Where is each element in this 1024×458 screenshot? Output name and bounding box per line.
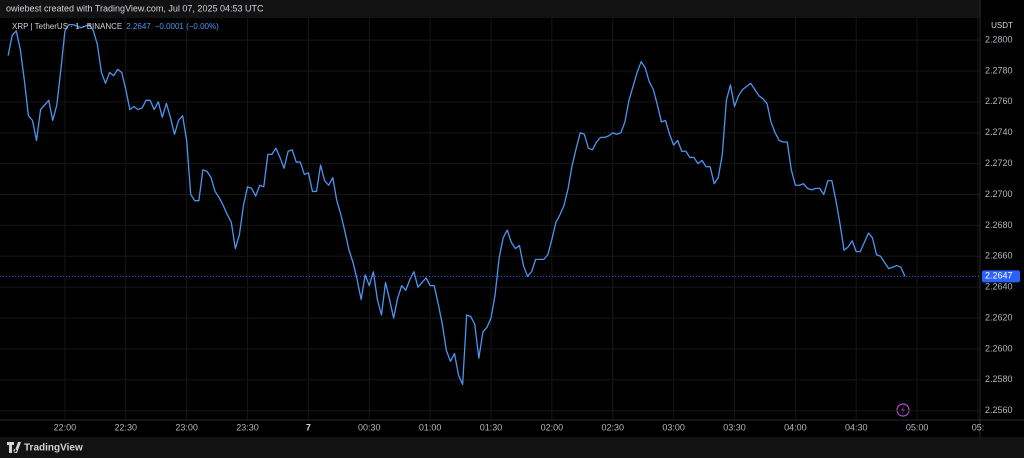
header-bar xyxy=(0,0,1024,18)
x-tick-label: 22:30 xyxy=(115,422,138,432)
brand: TradingView xyxy=(24,443,83,454)
x-tick-label: 23:00 xyxy=(175,422,198,432)
x-tick-label: 02:00 xyxy=(541,422,564,432)
y-tick-label: 2.2640 xyxy=(985,282,1013,292)
x-tick-label: 05: xyxy=(972,422,985,432)
legend-symbol: XRP | TetherUS · 1 · BINANCE xyxy=(12,22,122,31)
footer-bar xyxy=(0,437,1024,458)
legend-last: 2.2647 xyxy=(126,22,151,31)
y-tick-label: 2.2600 xyxy=(985,343,1013,353)
y-tick-label: 2.2780 xyxy=(985,65,1013,75)
y-tick-label: 2.2760 xyxy=(985,96,1013,106)
y-axis-unit: USDT xyxy=(991,21,1013,30)
x-tick-label: 03:30 xyxy=(723,422,746,432)
x-tick-label: 01:00 xyxy=(419,422,442,432)
price-line xyxy=(7,23,906,386)
x-tick-label: 04:00 xyxy=(784,422,807,432)
x-tick-label: 01:30 xyxy=(480,422,503,432)
x-tick-label: 7 xyxy=(306,422,311,432)
x-tick-label: 02:30 xyxy=(601,422,624,432)
brand-logo xyxy=(7,442,21,453)
lightning-icon xyxy=(896,403,910,417)
grid xyxy=(0,18,980,420)
y-tick-label: 2.2580 xyxy=(985,374,1013,384)
x-tick-label: 05:00 xyxy=(906,422,929,432)
y-tick-label: 2.2680 xyxy=(985,220,1013,230)
x-tick-label: 03:00 xyxy=(662,422,685,432)
price-tag xyxy=(982,270,1020,283)
legend-change: −0.0001 (−0.00%) xyxy=(155,22,219,31)
price-tag-label: 2.2647 xyxy=(985,271,1013,281)
y-tick-label: 2.2800 xyxy=(985,34,1013,44)
y-axis-panel xyxy=(980,0,1024,437)
x-tick-label: 23:30 xyxy=(236,422,259,432)
y-tick-label: 2.2700 xyxy=(985,189,1013,199)
x-tick-label: 00:30 xyxy=(358,422,381,432)
y-tick-label: 2.2740 xyxy=(985,127,1013,137)
y-tick-label: 2.2660 xyxy=(985,251,1013,261)
x-tick-label: 04:30 xyxy=(845,422,868,432)
y-tick-label: 2.2560 xyxy=(985,405,1013,415)
x-tick-label: 22:00 xyxy=(54,422,77,432)
legend: XRP | TetherUS · 1 · BINANCE 2.2647 −0.000… xyxy=(12,22,219,31)
y-tick-label: 2.2620 xyxy=(985,312,1013,322)
header-text: owiebest created with TradingView.com, J… xyxy=(6,3,264,13)
y-tick-label: 2.2720 xyxy=(985,158,1013,168)
